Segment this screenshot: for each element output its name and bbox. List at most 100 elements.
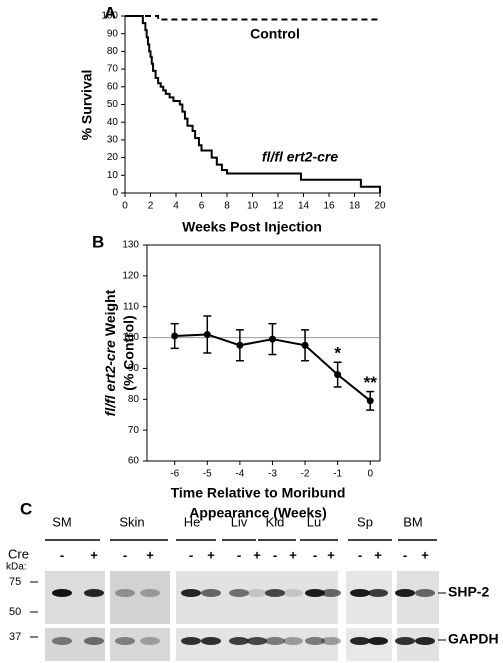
band [115,589,135,597]
cre-sign: - [273,547,277,562]
band [201,589,221,597]
cre-sign: - [189,547,193,562]
y-tick-label: 120 [122,270,139,281]
cre-sign: - [123,547,127,562]
y-axis-label-italic: fl/fl ert2-cre [102,340,118,416]
band [181,637,201,645]
significance-mark: ** [364,373,378,392]
band [84,589,104,597]
tissue-label: SM [52,514,72,529]
x-tick-label: 0 [367,469,373,480]
series-label: fl/fl ert2-cre [262,149,338,165]
western-blot [45,571,439,661]
y-tick-label: 20 [107,152,119,163]
cre-sign: + [374,547,382,562]
cre-sign: + [207,547,215,562]
band [140,637,160,645]
data-point [334,371,342,379]
band [229,589,249,597]
y-tick-label: 60 [107,81,119,92]
cre-sign: - [60,547,64,562]
x-tick-label: 2 [148,201,154,212]
x-tick-label: 16 [323,201,335,212]
y-tick-label: 70 [128,425,140,436]
kda-marker: 50 [9,606,21,618]
data-point [171,332,179,340]
blot-panel [110,628,170,661]
y-tick-label: 60 [128,456,140,467]
cre-sign: - [237,547,241,562]
band [52,637,72,645]
panel-label: B [92,232,104,251]
blot-panel [176,571,338,624]
x-tick-label: -3 [268,469,277,480]
x-tick-label: -6 [170,469,179,480]
band [201,637,221,645]
band [247,589,267,597]
y-tick-label: 40 [107,117,119,128]
survival-curve [125,15,380,21]
y-tick-label: 100 [122,332,139,343]
cre-sign: - [358,547,362,562]
band [115,637,135,645]
cre-sign: + [253,547,261,562]
x-axis-label: Time Relative to Moribund [171,485,346,501]
band [395,637,415,645]
y-tick-label: 50 [107,99,119,110]
y-tick-label: 30 [107,135,119,146]
band [415,637,435,645]
band [321,589,341,597]
y-tick-label: 80 [107,46,119,57]
band [350,589,370,597]
x-tick-label: 10 [247,201,259,212]
cre-sign: + [146,547,154,562]
y-tick-label: 100 [101,11,118,22]
blot-panel [397,571,439,624]
y-tick-label: 80 [128,394,140,405]
x-axis-label: Appearance (Weeks) [189,505,326,521]
y-tick-label: 90 [128,363,140,374]
protein-label: GAPDH [448,631,499,647]
x-tick-label: 6 [199,201,205,212]
band [52,589,72,597]
y-axis-label: (% Control) [121,315,137,390]
cre-sign: + [327,547,335,562]
blot-panel [110,571,170,624]
cre-sign: + [90,547,98,562]
band [415,589,435,597]
kda-marker: 37 [9,631,21,643]
data-point [268,335,276,343]
tissue-label: Sp [357,514,373,529]
plot-frame [146,244,381,462]
x-tick-label: -5 [203,469,212,480]
y-tick-label: 130 [122,240,139,251]
cre-sign: + [421,547,429,562]
x-tick-label: 20 [374,201,386,212]
band [395,589,415,597]
y-axis-label-rest: Weight [102,289,118,336]
band [265,589,285,597]
band [305,637,325,645]
panel-label: C [20,499,32,518]
y-tick-label: 110 [123,301,139,312]
band [181,589,201,597]
x-tick-label: -1 [333,469,342,480]
band [247,637,267,645]
x-tick-label: 14 [298,201,310,212]
band [84,637,104,645]
data-point [203,330,211,338]
tissue-label: BM [403,514,423,529]
y-tick-label: 0 [112,188,118,199]
blot-panel [346,571,392,624]
x-tick-label: -2 [301,469,310,480]
kda-label: kDa: [6,562,27,573]
series-label: Control [250,26,300,42]
y-tick-label: 10 [107,170,119,181]
protein-label: SHP-2 [448,584,489,600]
x-tick-label: 4 [173,201,179,212]
x-axis-label: Weeks Post Injection [182,219,322,235]
significance-mark: * [334,344,341,363]
band [229,637,249,645]
cre-sign: - [403,547,407,562]
band [350,637,370,645]
